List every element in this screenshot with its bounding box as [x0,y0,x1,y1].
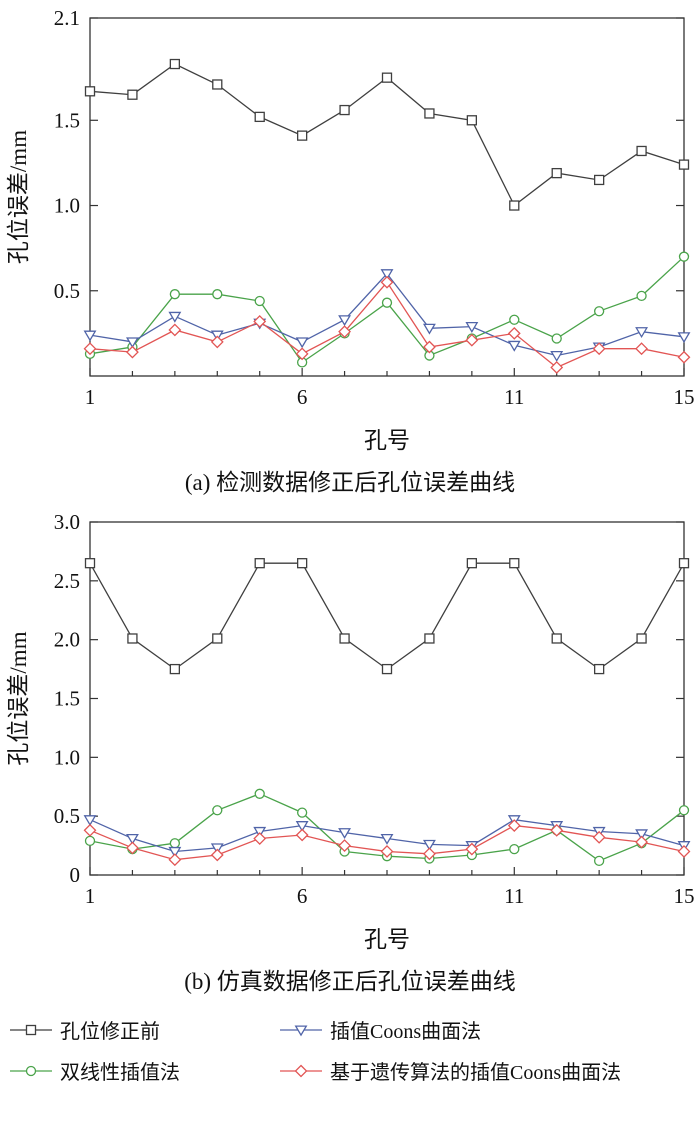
svg-text:1: 1 [85,884,96,908]
hole-position-error-figure: 0.5 1.0 1.5 2.1 1 6 11 15 孔号 孔位误差/mm (a) 检测数据修正后孔… [0,2,700,1085]
legend-label: 插值Coons曲面法 [330,1021,482,1043]
chart-a-block: 0.5 1.0 1.5 2.1 1 6 11 15 孔号 孔位误差/mm (a) 检测数据修正后孔… [0,2,700,506]
svg-text:1.0: 1.0 [54,194,80,218]
svg-text:1.5: 1.5 [54,687,80,711]
svg-text:孔位误差/mm: 孔位误差/mm [6,130,31,264]
svg-text:0.5: 0.5 [54,279,80,303]
svg-text:3.0: 3.0 [54,510,80,534]
svg-text:15: 15 [674,884,695,908]
svg-text:15: 15 [674,385,695,409]
svg-text:1.0: 1.0 [54,745,80,769]
svg-text:0.5: 0.5 [54,804,80,828]
svg-text:0: 0 [70,863,81,887]
svg-text:1.5: 1.5 [54,108,80,132]
svg-text:孔位误差/mm: 孔位误差/mm [6,631,31,765]
svg-text:11: 11 [504,884,524,908]
svg-text:2.0: 2.0 [54,628,80,652]
svg-text:6: 6 [297,385,308,409]
legend-label: 基于遗传算法的插值Coons曲面法 [330,1062,622,1084]
svg-text:孔号: 孔号 [364,927,410,952]
chart-b-plot: 0 0.5 1.0 1.5 2.0 2.5 3.0 1 6 11 15 孔号 孔位误差/mm [6,510,695,952]
legend: 孔位修正前 插值Coons曲面法双线性插值法 基于遗传算法的插值Coons曲面法 [0,1005,700,1085]
svg-text:6: 6 [297,884,308,908]
chart-a-plot: 0.5 1.0 1.5 2.1 1 6 11 15 孔号 孔位误差/mm [6,6,695,453]
svg-text:2.1: 2.1 [54,6,80,30]
chart-b-block: 0 0.5 1.0 1.5 2.0 2.5 3.0 1 6 11 15 孔号 孔位误差/mm (b) 仿… [0,506,700,1005]
legend-item: 基于遗传算法的插值Coons曲面法 [278,1056,698,1085]
chart-a-caption: (a) 检测数据修正后孔位误差曲线 [184,470,516,495]
diamond-marker-icon [280,1064,322,1077]
svg-text:2.5: 2.5 [54,569,80,593]
legend-item: 插值Coons曲面法 [278,1015,698,1044]
legend-label: 孔位修正前 [60,1021,160,1043]
legend-item: 双线性插值法 [8,1056,270,1085]
circle-marker-icon [10,1065,52,1076]
svg-text:孔号: 孔号 [364,428,410,453]
legend-label: 双线性插值法 [60,1062,180,1084]
chart-b-caption: (b) 仿真数据修正后孔位误差曲线 [184,969,516,994]
triangle-down-marker-icon [280,1024,322,1036]
square-marker-icon [10,1024,52,1035]
svg-text:1: 1 [85,385,96,409]
svg-text:11: 11 [504,385,524,409]
legend-item: 孔位修正前 [8,1015,270,1044]
